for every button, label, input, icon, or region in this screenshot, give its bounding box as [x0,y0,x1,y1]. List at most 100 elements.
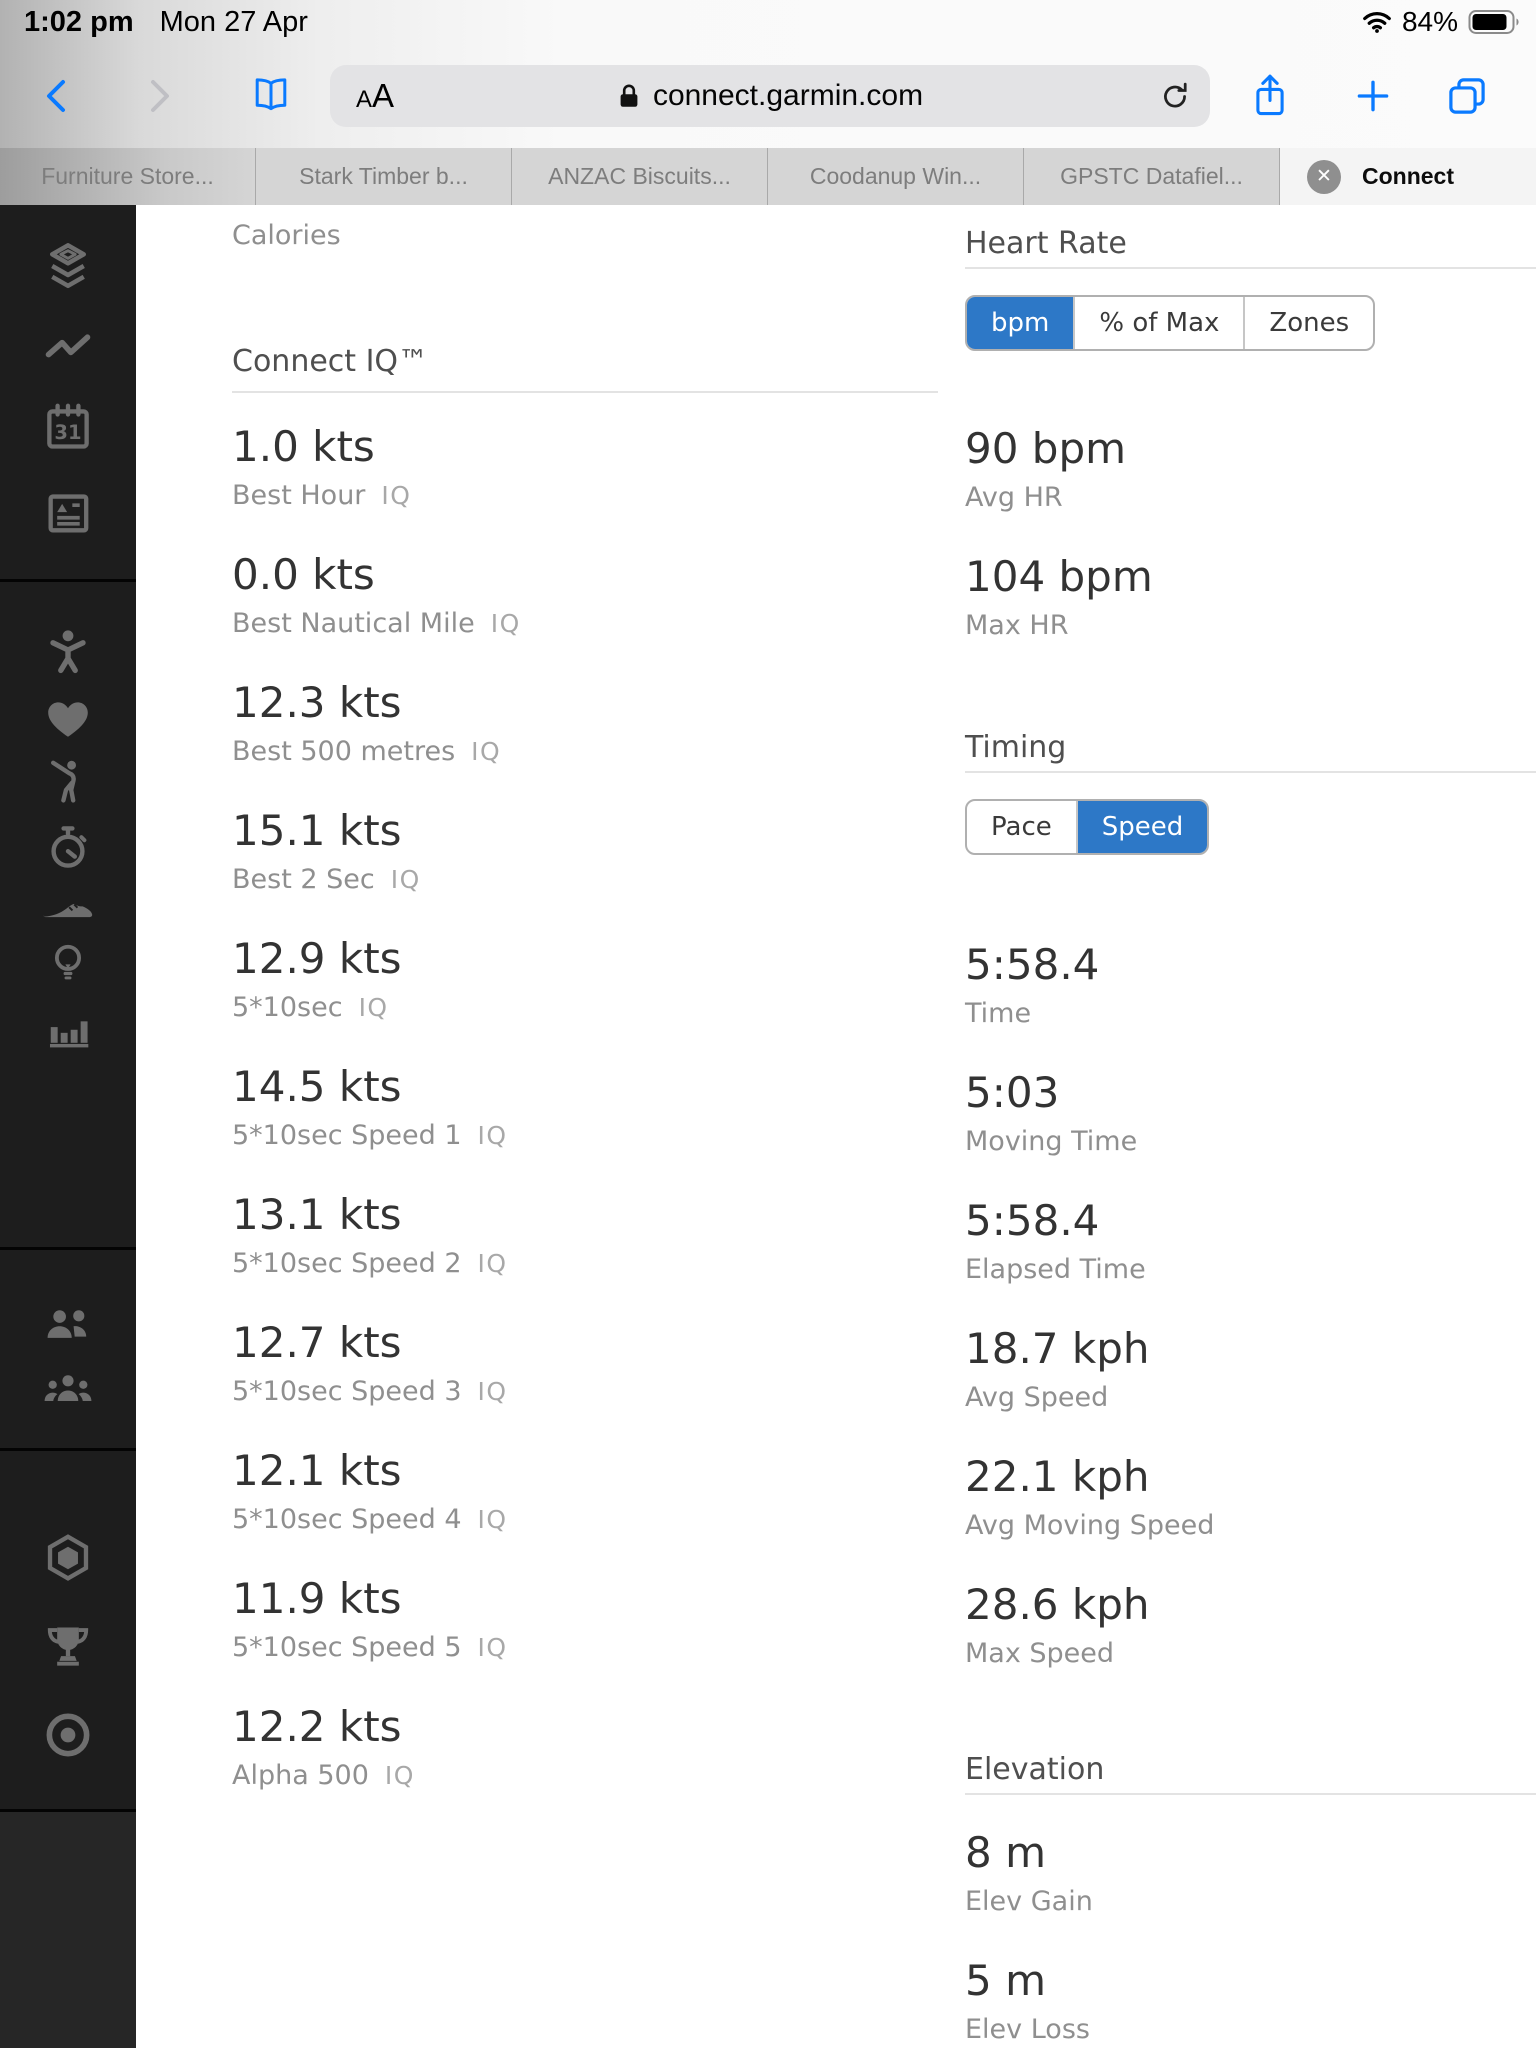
stat-label: 5*10sec Speed 1 [232,1120,462,1151]
connect-iq-badge: IQ [358,993,389,1022]
stat-label: Elev Loss [965,2014,1090,2045]
connect-iq-badge: IQ [381,481,412,510]
stat-label: Avg Speed [965,1382,1109,1413]
summary-column: Heart Rate bpm % of Max Zones 90 bpm Avg… [965,205,1536,2048]
activity-trend-icon[interactable] [42,327,94,367]
running-shoe-icon[interactable] [41,890,95,922]
stat-5x10sec-speed-4: 12.1 kts 5*10sec Speed 4 IQ [232,1447,938,1537]
connect-iq-badge: IQ [490,609,521,638]
segment-zones[interactable]: Zones [1243,297,1373,349]
stat-label: Best 500 metres [232,736,456,767]
layers-icon[interactable] [41,239,95,293]
stat-value: 12.1 kts [232,1446,402,1495]
stat-label: 5*10sec Speed 4 [232,1504,462,1535]
tabs-overview-icon[interactable] [1444,73,1490,119]
stat-value: 13.1 kts [232,1190,402,1239]
stat-value: 90 bpm [965,424,1127,473]
timing-stats: 5:58.4 Time 5:03 Moving Time 5:58.4 Elap… [965,941,1536,1671]
tab-label: Stark Timber b... [299,163,468,189]
stat-value: 5:03 [965,1068,1060,1117]
tab-gpstc-datafield[interactable]: GPSTC Datafiel... [1024,148,1280,205]
connect-iq-badge: IQ [471,737,502,766]
stopwatch-icon[interactable] [44,824,92,872]
heart-rate-stats: 90 bpm Avg HR 104 bpm Max HR [965,425,1536,643]
wellness-person-icon[interactable] [44,628,92,676]
stat-label: Max HR [965,610,1069,641]
stat-label: Moving Time [965,1126,1138,1157]
back-button[interactable] [38,74,78,118]
goals-target-icon[interactable] [42,1709,94,1761]
section-title-heart-rate: Heart Rate [965,225,1536,269]
tab-coodanup[interactable]: Coodanup Win... [768,148,1024,205]
stat-avg-hr: 90 bpm Avg HR [965,425,1536,515]
tab-bar: Furniture Store... Stark Timber b... ANZ… [0,148,1536,205]
connections-icon[interactable] [42,1305,94,1343]
tab-anzac-biscuits[interactable]: ANZAC Biscuits... [512,148,768,205]
stat-5x10sec: 12.9 kts 5*10sec IQ [232,935,938,1025]
segment-bpm[interactable]: bpm [967,297,1074,349]
section-title-timing: Timing [965,729,1536,773]
share-icon[interactable] [1248,71,1292,121]
reader-small-a: A [356,86,373,113]
connect-iq-stats: 1.0 kts Best Hour IQ 0.0 kts Best Nautica… [232,423,938,1793]
stat-value: 0.0 kts [232,550,375,599]
stat-label: 5*10sec Speed 3 [232,1376,462,1407]
forward-button[interactable] [138,74,178,118]
stat-label: Elapsed Time [965,1254,1146,1285]
reader-large-a: A [372,77,395,114]
badges-icon[interactable] [42,1531,94,1585]
segment-pace[interactable]: Pace [967,801,1076,853]
stat-best-hour: 1.0 kts Best Hour IQ [232,423,938,513]
tab-label: GPSTC Datafiel... [1060,163,1243,189]
stat-avg-moving-speed: 22.1 kph Avg Moving Speed [965,1453,1536,1543]
stat-value: 12.7 kts [232,1318,402,1367]
reading-list-icon[interactable] [248,73,294,119]
tab-close-icon[interactable]: ✕ [1307,159,1341,194]
sidebar-nav: 31 [0,205,136,2048]
stat-value: 104 bpm [965,552,1153,601]
stat-best-2-sec: 15.1 kts Best 2 Sec IQ [232,807,938,897]
tab-furniture-store[interactable]: Furniture Store... [0,148,256,205]
segment-percent-of-max[interactable]: % of Max [1073,297,1243,349]
reports-chart-icon[interactable] [45,1006,91,1052]
connect-iq-badge: IQ [477,1633,508,1662]
battery-percent: 84% [1401,6,1458,37]
insight-bulb-icon[interactable] [45,940,91,988]
refresh-button[interactable] [1158,79,1192,113]
section-title-elevation: Elevation [965,1751,1536,1795]
status-date: Mon 27 Apr [159,5,308,38]
new-tab-icon[interactable] [1352,75,1394,117]
sidebar-divider [0,1247,136,1250]
stat-avg-speed: 18.7 kph Avg Speed [965,1325,1536,1415]
stat-moving-time: 5:03 Moving Time [965,1069,1536,1159]
news-feed-icon[interactable] [42,487,94,539]
segment-speed[interactable]: Speed [1075,801,1208,853]
stat-max-speed: 28.6 kph Max Speed [965,1581,1536,1671]
groups-icon[interactable] [41,1371,95,1405]
stat-label: Alpha 500 [232,1760,369,1791]
stat-value: 5:58.4 [965,940,1100,989]
tab-stark-timber[interactable]: Stark Timber b... [256,148,512,205]
golf-icon[interactable] [44,758,92,806]
heart-icon[interactable] [43,694,93,740]
stat-value: 11.9 kts [232,1574,402,1623]
heart-rate-unit-toggle: bpm % of Max Zones [965,295,1536,351]
lock-icon [617,81,641,111]
stat-value: 1.0 kts [232,422,375,471]
tab-connect-active[interactable]: ✕ Connect [1280,148,1536,205]
activity-details-page: Calories Connect IQ™ 1.0 kts Best Hour IQ… [136,205,1536,2048]
stat-value: 18.7 kph [965,1324,1150,1373]
trophy-icon[interactable] [42,1620,94,1674]
stat-time: 5:58.4 Time [965,941,1536,1031]
stat-label: Best Nautical Mile [232,608,475,639]
stat-value: 12.3 kts [232,678,402,727]
stat-value: 5 m [965,1956,1046,2005]
stat-best-500-metres: 12.3 kts Best 500 metres IQ [232,679,938,769]
status-bar: 1:02 pm Mon 27 Apr 84% [0,0,1536,44]
stat-5x10sec-speed-2: 13.1 kts 5*10sec Speed 2 IQ [232,1191,938,1281]
calendar-icon[interactable]: 31 [42,401,94,453]
stat-label: Avg HR [965,482,1063,513]
wifi-icon [1362,9,1392,35]
